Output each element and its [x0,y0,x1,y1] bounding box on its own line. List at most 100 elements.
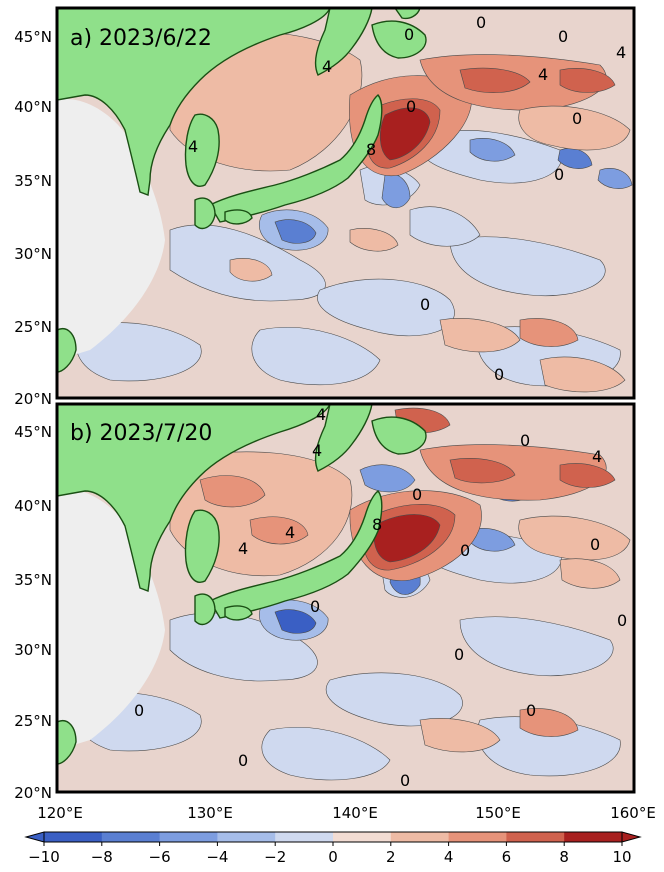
panel-frame [55,402,636,794]
colorbar-segment [217,832,276,842]
contour-label: 0 [310,597,320,616]
contour-label: 0 [460,541,470,560]
lat-tick-label: 25°N [14,712,52,730]
lon-tick-label: 120°E [37,804,83,822]
contour-label: 0 [476,13,486,32]
lat-tick-label: 20°N [14,784,52,802]
contour-label: 0 [420,295,430,314]
colorbar-tick-label: −2 [264,848,286,866]
contour-label: 0 [590,535,600,554]
contour-label: 4 [616,43,626,62]
lat-tick-label: 45°N [14,423,52,441]
strong-negative-regions [259,138,633,251]
contour-label: 0 [494,365,504,384]
contour-label: 4 [592,447,602,466]
taiwan [57,328,77,373]
honshu [209,490,383,619]
contour-label: 4 [188,137,198,156]
colorbar-tick-label: 0 [328,848,338,866]
contour-label: 0 [526,701,536,720]
colorbar-tick-label: 2 [386,848,396,866]
longitude-axis: 120°E 130°E 140°E 150°E 160°E [37,804,656,822]
land [57,404,427,765]
contour-label: 4 [316,405,326,424]
colorbar-segment [159,832,218,842]
lat-tick-label: 40°N [14,98,52,116]
panel-title: b) 2023/7/20 [70,421,212,446]
colorbar-tick-label: 4 [444,848,454,866]
colorbar-extend-low [24,831,45,843]
kyushu [194,197,216,230]
primorye [314,8,373,76]
kyushu [194,593,216,626]
colorbar: −10 −8 −6 −4 −2 0 2 4 6 8 10 [24,831,642,866]
lat-tick-label: 45°N [14,28,52,46]
lon-tick-label: 160°E [610,804,656,822]
panel-frame [55,6,636,400]
contour-labels: 4 4 4 4 4 8 0 0 0 0 0 0 0 0 0 0 0 [134,405,627,790]
colorbar-segment [101,832,161,842]
shikoku [224,605,253,621]
korean-peninsula [184,113,220,187]
contour-label: 4 [322,57,332,76]
asia-mainland [57,404,331,592]
contour-label: 0 [520,431,530,450]
contour-label: 0 [617,611,627,630]
contour-label: 8 [372,515,382,534]
lat-tick-label: 40°N [14,497,52,515]
contour-label: 0 [238,751,248,770]
panel-b-map: 4 4 4 4 4 8 0 0 0 0 0 0 0 0 0 0 0 b) 202… [57,404,634,792]
colorbar-tick-label: −8 [91,848,113,866]
hokkaido [371,416,427,455]
contour-label: 0 [554,165,564,184]
contour-label: 0 [404,25,414,44]
colorbar-segment [564,832,623,842]
contour-label: 0 [454,645,464,664]
latitude-axis-a: 45°N 40°N 35°N 30°N 25°N 20°N [14,28,52,408]
panel-a: 4 4 4 4 8 0 0 0 0 0 0 0 0 a) 2023/6/22 [55,6,636,400]
colorbar-segment [390,832,450,842]
lon-tick-label: 140°E [332,804,378,822]
lat-tick-label: 30°N [14,641,52,659]
contour-label: 4 [312,441,322,460]
panel-a-map: 4 4 4 4 8 0 0 0 0 0 0 0 0 a) 2023/6/22 [57,8,634,398]
colorbar-tick-label: −6 [149,848,171,866]
honshu [209,94,383,223]
shikoku [224,209,253,225]
colorbar-tick-label: −4 [206,848,228,866]
lat-tick-label: 35°N [14,172,52,190]
colorbar-segment [275,832,334,842]
panel-title: a) 2023/6/22 [70,26,212,51]
lat-tick-label: 35°N [14,571,52,589]
contour-labels: 4 4 4 4 8 0 0 0 0 0 0 0 0 [188,13,626,384]
contour-label: 4 [285,523,295,542]
colorbar-segment [333,832,392,842]
contour-label: 0 [558,27,568,46]
contour-label: 0 [134,701,144,720]
contour-label: 4 [538,65,548,84]
lat-tick-label: 25°N [14,318,52,336]
lat-tick-label: 30°N [14,245,52,263]
colorbar-segment [448,832,507,842]
contour-label: 0 [572,109,582,128]
contour-label: 0 [412,485,422,504]
colorbar-tick-label: 6 [502,848,512,866]
primorye [314,404,373,472]
colorbar-tick-label: −10 [28,848,60,866]
lat-tick-label: 20°N [14,390,52,408]
colorbar-segment [506,832,565,842]
contour-label: 0 [406,97,416,116]
colorbar-extend-high [621,831,642,843]
panel-b: 4 4 4 4 4 8 0 0 0 0 0 0 0 0 0 0 0 b) 202… [55,402,636,794]
contour-label: 8 [366,140,376,159]
land [57,8,427,373]
positive-anomaly-regions [169,407,631,753]
lon-tick-label: 130°E [187,804,233,822]
asia-mainland [57,8,331,196]
colorbar-segment [44,832,103,842]
contour-label: 4 [238,539,248,558]
korean-peninsula [184,509,220,583]
taiwan [57,720,77,765]
hokkaido [371,20,427,59]
